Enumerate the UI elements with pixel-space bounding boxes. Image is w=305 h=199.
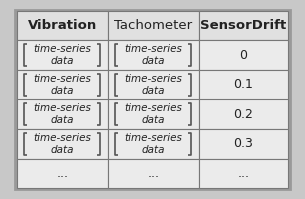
Bar [199, 129, 288, 159]
Bar [17, 159, 108, 188]
Text: ...: ... [237, 167, 249, 180]
Bar [108, 11, 199, 40]
Bar [17, 129, 108, 159]
Text: ...: ... [147, 167, 159, 180]
Text: Tachometer: Tachometer [114, 19, 192, 32]
Text: 0.1: 0.1 [234, 78, 253, 91]
Bar [199, 100, 288, 129]
Text: time-series
data: time-series data [33, 44, 91, 66]
Bar [108, 129, 199, 159]
Text: 0.2: 0.2 [234, 108, 253, 121]
Bar [108, 70, 199, 100]
Bar [17, 11, 108, 40]
Bar [199, 40, 288, 70]
Text: time-series
data: time-series data [124, 133, 182, 155]
Text: time-series
data: time-series data [124, 44, 182, 66]
Text: time-series
data: time-series data [124, 103, 182, 125]
Text: time-series
data: time-series data [124, 74, 182, 96]
FancyBboxPatch shape [15, 10, 290, 189]
Bar [17, 70, 108, 100]
Bar [17, 100, 108, 129]
Bar [199, 159, 288, 188]
Bar [108, 100, 199, 129]
Text: time-series
data: time-series data [33, 74, 91, 96]
Bar [17, 40, 108, 70]
Text: 0.3: 0.3 [234, 137, 253, 150]
Text: SensorDrift: SensorDrift [200, 19, 287, 32]
Text: 0: 0 [239, 49, 247, 62]
Text: time-series
data: time-series data [33, 103, 91, 125]
Text: ...: ... [56, 167, 68, 180]
Text: Vibration: Vibration [28, 19, 97, 32]
Bar [108, 40, 199, 70]
Bar [199, 11, 288, 40]
Bar [199, 70, 288, 100]
Bar [108, 159, 199, 188]
Text: time-series
data: time-series data [33, 133, 91, 155]
